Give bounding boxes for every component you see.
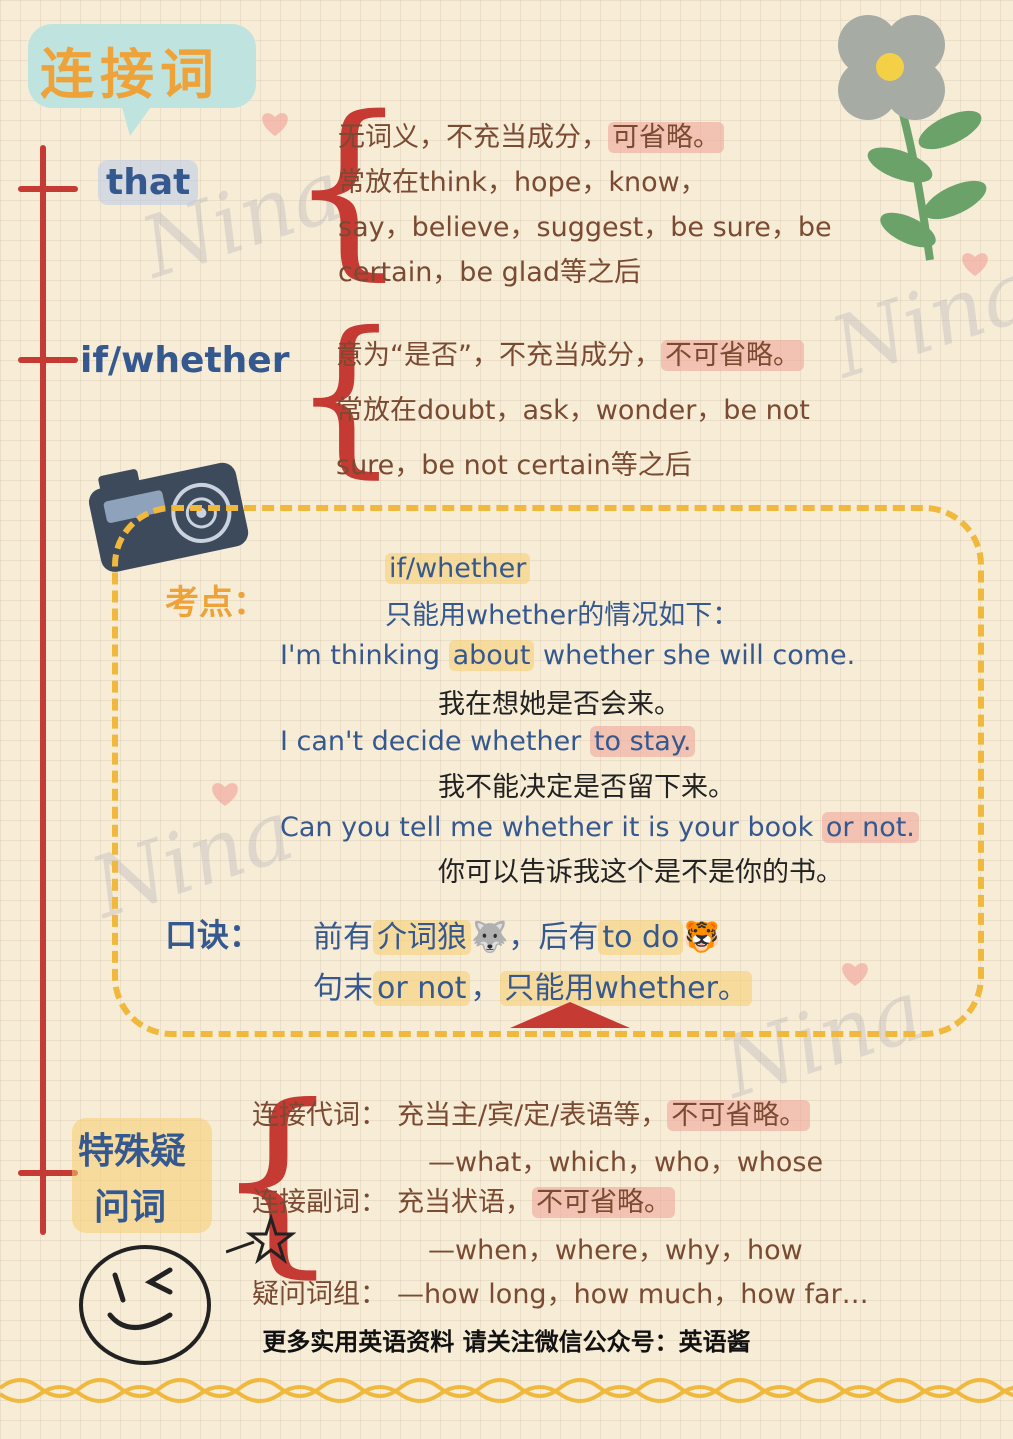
ifwhether-line-3: sure，be not certain等之后 — [336, 450, 692, 481]
special-row-2: —what，which，who，whose — [428, 1147, 824, 1178]
koujue-line-1: 前有 介词狼 🐺，后有 to do 🐯 — [313, 920, 721, 955]
brace: { — [292, 296, 401, 494]
title-bubble — [28, 24, 256, 108]
page-title: 连接词 — [40, 43, 220, 106]
special-row-4: —when，where，why，how — [428, 1235, 803, 1266]
keyword-that: that — [98, 160, 199, 205]
special-label-2: 问词 — [94, 1187, 167, 1228]
timeline-tick — [18, 357, 78, 363]
example-en-2: I can't decide whether to stay. — [280, 726, 696, 757]
ifwhether-line-2: 常放在doubt，ask，wonder，be not — [336, 395, 810, 426]
bubble-tail — [120, 100, 156, 136]
example-en-1: I'm thinking about whether she will come… — [280, 640, 856, 671]
heart-icon — [962, 253, 988, 276]
heart-icon — [262, 113, 288, 136]
kaodian-label: 考点： — [165, 583, 267, 623]
kaodian-intro-2: 只能用whether的情况如下： — [385, 600, 740, 631]
special-row-1: 连接代词： 充当主/宾/定/表语等， 不可省略。 — [252, 1093, 811, 1132]
that-line-1: 无词义，不充当成分， 可省略。 — [338, 115, 724, 154]
special-label-bg — [72, 1118, 212, 1233]
kaodian-intro-1: if/whether — [385, 553, 531, 584]
special-label-1: 特殊疑 — [78, 1131, 187, 1172]
example-zh-3: 你可以告诉我这个是不是你的书。 — [438, 857, 843, 888]
that-line-3: say，believe，suggest，be sure，be — [338, 212, 832, 243]
keyword-ifwhether: if/whether — [80, 340, 290, 381]
brace: { — [214, 1063, 342, 1296]
koujue-line-2: 句末 or not，只能用whether。 — [313, 963, 752, 1007]
heart-icon — [212, 783, 238, 806]
example-zh-2: 我不能决定是否留下来。 — [438, 772, 735, 803]
keyword-that-label: that — [98, 160, 199, 205]
that-line-4: certain，be glad等之后 — [338, 257, 641, 288]
kaodian-box — [112, 505, 984, 1037]
pointer-triangle-icon — [510, 1002, 630, 1028]
star-icon — [226, 1212, 296, 1265]
heart-icon — [842, 963, 868, 986]
decorative-border — [0, 1378, 1013, 1403]
example-zh-1: 我在想她是否会来。 — [438, 689, 681, 720]
smiley-icon — [79, 1245, 211, 1365]
koujue-label: 口诀： — [165, 916, 262, 954]
special-row-5: 疑问词组： —how long，how much，how far… — [252, 1279, 869, 1310]
timeline-tick — [18, 1170, 78, 1176]
flower-icon — [838, 15, 987, 261]
timeline-line — [40, 145, 46, 1235]
ifwhether-line-1: 意为“是否”，不充当成分， 不可省略。 — [336, 333, 804, 372]
timeline-tick — [18, 186, 78, 192]
wolf-icon: 🐺 — [471, 920, 509, 955]
brace: { — [288, 76, 409, 297]
example-en-3: Can you tell me whether it is your book … — [280, 812, 919, 843]
that-line-2: 常放在think，hope，know， — [338, 167, 707, 198]
special-row-3: 连接副词： 充当状语， 不可省略。 — [252, 1180, 675, 1219]
footer-text: 更多实用英语资料 请关注微信公众号：英语酱 — [262, 1328, 751, 1356]
tiger-icon: 🐯 — [683, 920, 721, 955]
